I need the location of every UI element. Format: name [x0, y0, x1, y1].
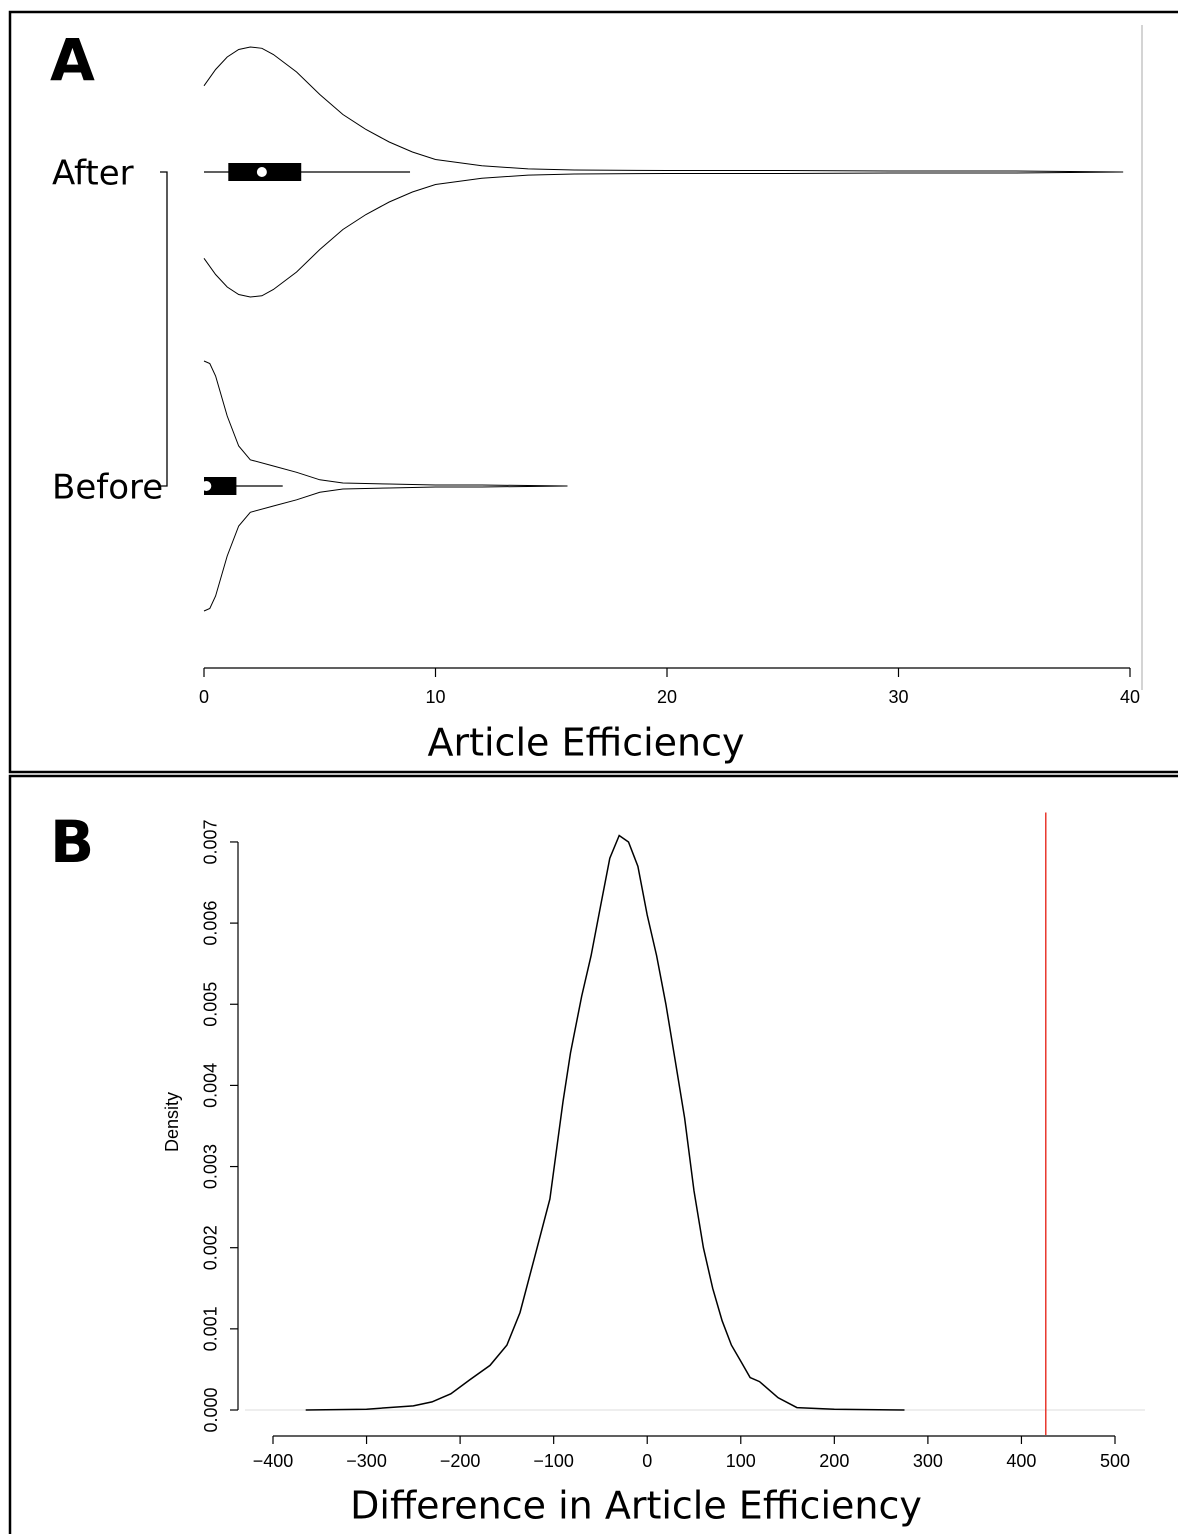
category-label: After [52, 154, 134, 194]
x-tick-label: 100 [726, 1451, 756, 1471]
violin-outline [203, 46, 1124, 173]
x-tick-label: 0 [642, 1451, 652, 1471]
x-axis-title: Difference in Article Efficiency [350, 1484, 922, 1528]
x-tick-label: 0 [199, 687, 209, 707]
x-tick-label: 500 [1100, 1451, 1130, 1471]
x-tick-label: 10 [425, 687, 445, 707]
x-tick-label: −200 [440, 1451, 481, 1471]
y-tick-label: 0.005 [201, 982, 221, 1027]
box [204, 477, 237, 495]
y-tick-label: 0.007 [201, 819, 221, 864]
y-tick-label: 0.003 [201, 1144, 221, 1189]
x-tick-label: 400 [1006, 1451, 1036, 1471]
violin-outline [203, 360, 568, 487]
category-label: Before [52, 468, 163, 508]
panel-label: B [50, 808, 94, 876]
bracket [160, 171, 168, 487]
y-tick-label: 0.004 [201, 1063, 221, 1108]
x-tick-label: 40 [1120, 687, 1140, 707]
violin-outline [203, 485, 568, 612]
x-tick-label: 20 [657, 687, 677, 707]
y-tick-label: 0.006 [201, 901, 221, 946]
density-curve [305, 834, 905, 1411]
x-tick-label: 300 [913, 1451, 943, 1471]
x-tick-label: 200 [819, 1451, 849, 1471]
x-axis-title: Article Efficiency [427, 721, 744, 765]
panel-b-frame [8, 774, 1178, 1534]
y-tick-label: 0.001 [201, 1306, 221, 1351]
panel-a-frame [8, 10, 1178, 774]
panel-label: A [50, 26, 95, 94]
violin-outline [203, 171, 1124, 298]
x-tick-label: −100 [533, 1451, 574, 1471]
x-tick-label: −300 [346, 1451, 387, 1471]
median [201, 481, 212, 491]
x-tick-label: −400 [253, 1451, 294, 1471]
y-tick-label: 0.002 [201, 1225, 221, 1270]
x-tick-label: 30 [888, 687, 908, 707]
y-axis-title: Density [162, 1092, 182, 1152]
median [256, 167, 267, 177]
y-tick-label: 0.000 [201, 1387, 221, 1432]
